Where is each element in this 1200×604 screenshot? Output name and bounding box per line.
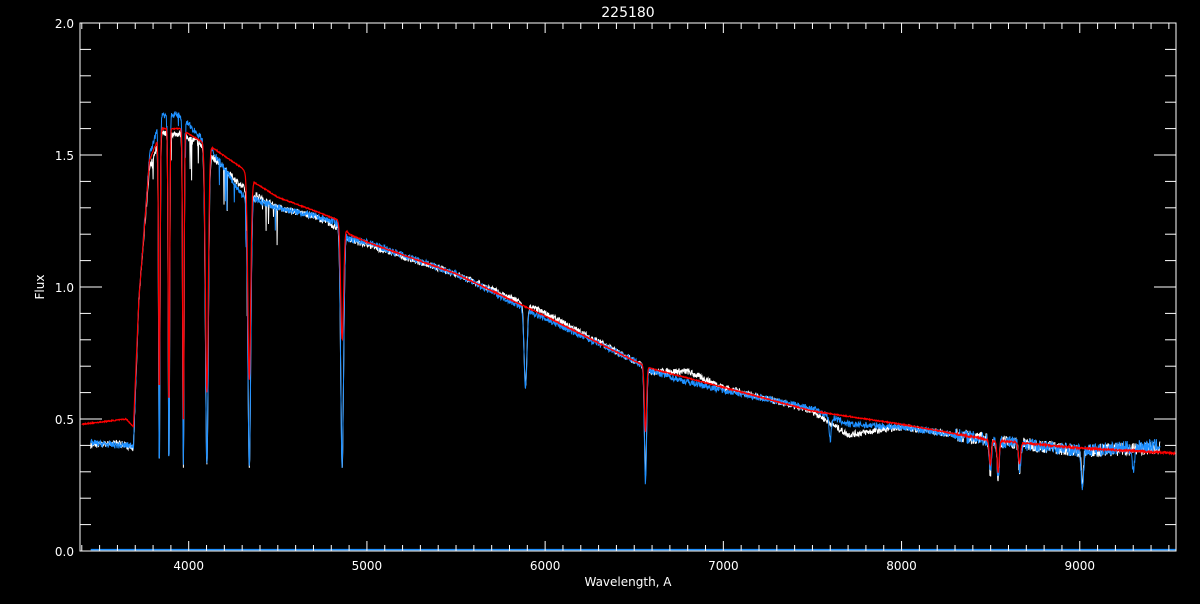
axes-layer: 4000 5000 6000 7000 8000 9000 0.0 0.5 1.0 1.5 2.0: [55, 17, 1177, 573]
y-tick-label: 1.5: [55, 149, 74, 163]
y-tick-label: 2.0: [55, 17, 74, 31]
spectrum-series-0: [90, 129, 1161, 489]
plot-frame: [79, 22, 1177, 552]
x-tick-label: 8000: [886, 559, 917, 573]
chart-title: 225180: [601, 5, 654, 21]
x-tick-label: 5000: [352, 559, 383, 573]
x-axis-label: Wavelength, A: [584, 575, 672, 589]
y-tick-label: 0.5: [55, 413, 74, 427]
x-tick-label: 4000: [173, 559, 204, 573]
x-tick-label: 6000: [530, 559, 561, 573]
y-axis-label: Flux: [33, 275, 47, 300]
series-layer: [81, 110, 1177, 551]
x-tick-label: 9000: [1064, 559, 1095, 573]
y-tick-label: 0.0: [55, 545, 74, 559]
spectrum-series-2: [81, 126, 1177, 473]
x-tick-label: 7000: [708, 559, 739, 573]
y-tick-label: 1.0: [55, 281, 74, 295]
